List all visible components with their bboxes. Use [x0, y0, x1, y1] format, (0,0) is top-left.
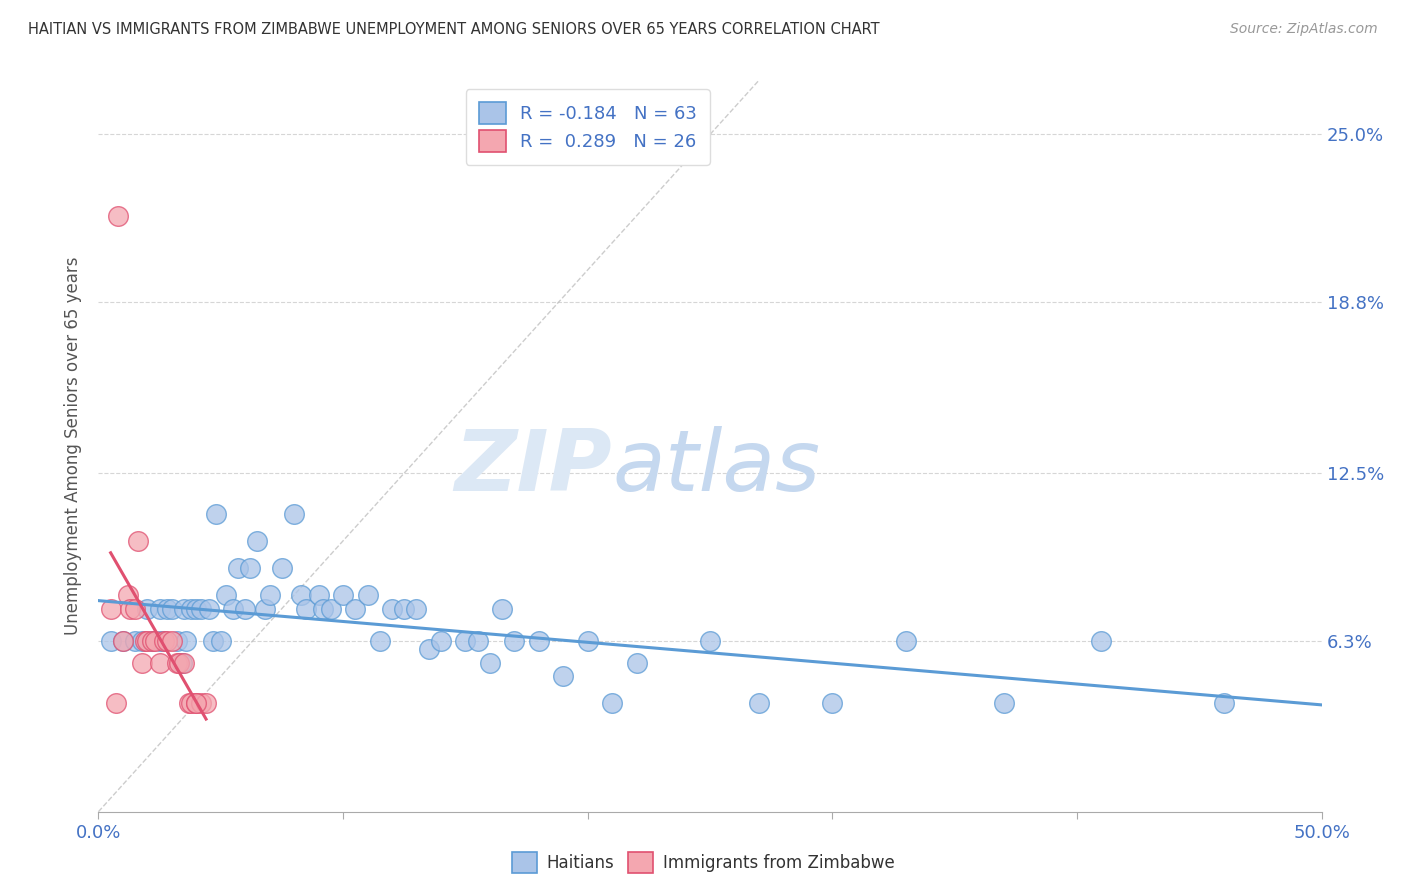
Point — [149, 656, 172, 670]
Point — [527, 634, 550, 648]
Point — [699, 634, 721, 648]
Point — [344, 601, 367, 615]
Point — [180, 601, 202, 615]
Point — [186, 697, 208, 711]
Point — [392, 601, 416, 615]
Point — [1212, 697, 1234, 711]
Point — [153, 634, 176, 648]
Point — [195, 697, 218, 711]
Point — [186, 601, 208, 615]
Point — [141, 634, 163, 648]
Point — [136, 634, 159, 648]
Point — [127, 533, 149, 548]
Point — [104, 697, 127, 711]
Point — [270, 561, 294, 575]
Point — [368, 634, 391, 648]
Point — [160, 601, 183, 615]
Point — [180, 697, 202, 711]
Point — [226, 561, 249, 575]
Point — [141, 634, 163, 648]
Point — [491, 601, 513, 615]
Point — [131, 656, 153, 670]
Legend: R = -0.184   N = 63, R =  0.289   N = 26: R = -0.184 N = 63, R = 0.289 N = 26 — [465, 89, 710, 165]
Point — [222, 601, 245, 615]
Point — [156, 601, 179, 615]
Point — [239, 561, 262, 575]
Point — [308, 588, 330, 602]
Point — [356, 588, 378, 602]
Point — [748, 697, 770, 711]
Point — [246, 533, 269, 548]
Point — [170, 656, 193, 670]
Point — [553, 669, 575, 683]
Point — [166, 634, 188, 648]
Point — [821, 697, 844, 711]
Text: HAITIAN VS IMMIGRANTS FROM ZIMBABWE UNEMPLOYMENT AMONG SENIORS OVER 65 YEARS COR: HAITIAN VS IMMIGRANTS FROM ZIMBABWE UNEM… — [28, 22, 880, 37]
Point — [166, 656, 188, 670]
Point — [176, 634, 198, 648]
Point — [177, 697, 200, 711]
Point — [136, 601, 159, 615]
Point — [143, 634, 166, 648]
Point — [131, 634, 153, 648]
Point — [233, 601, 256, 615]
Point — [167, 656, 190, 670]
Point — [202, 634, 225, 648]
Point — [156, 634, 179, 648]
Point — [576, 634, 599, 648]
Point — [418, 642, 440, 657]
Point — [214, 588, 236, 602]
Point — [600, 697, 623, 711]
Point — [111, 634, 134, 648]
Point — [197, 601, 219, 615]
Point — [153, 634, 176, 648]
Text: atlas: atlas — [612, 426, 820, 509]
Point — [100, 634, 122, 648]
Point — [405, 601, 427, 615]
Point — [209, 634, 232, 648]
Point — [283, 507, 305, 521]
Point — [259, 588, 281, 602]
Y-axis label: Unemployment Among Seniors over 65 years: Unemployment Among Seniors over 65 years — [65, 257, 83, 635]
Point — [120, 601, 142, 615]
Point — [124, 634, 146, 648]
Point — [190, 697, 212, 711]
Point — [430, 634, 453, 648]
Point — [319, 601, 342, 615]
Point — [160, 634, 183, 648]
Point — [503, 634, 526, 648]
Point — [626, 656, 648, 670]
Point — [295, 601, 318, 615]
Point — [467, 634, 489, 648]
Point — [454, 634, 477, 648]
Point — [134, 634, 156, 648]
Point — [173, 656, 195, 670]
Point — [173, 601, 195, 615]
Point — [186, 697, 208, 711]
Point — [1090, 634, 1112, 648]
Legend: Haitians, Immigrants from Zimbabwe: Haitians, Immigrants from Zimbabwe — [505, 846, 901, 880]
Point — [107, 209, 129, 223]
Point — [124, 601, 146, 615]
Point — [149, 601, 172, 615]
Point — [290, 588, 312, 602]
Point — [332, 588, 354, 602]
Point — [894, 634, 917, 648]
Point — [149, 634, 172, 648]
Point — [253, 601, 276, 615]
Point — [111, 634, 134, 648]
Point — [117, 588, 139, 602]
Point — [993, 697, 1015, 711]
Point — [381, 601, 404, 615]
Point — [312, 601, 335, 615]
Point — [190, 601, 212, 615]
Text: ZIP: ZIP — [454, 426, 612, 509]
Point — [100, 601, 122, 615]
Point — [205, 507, 228, 521]
Point — [478, 656, 501, 670]
Text: Source: ZipAtlas.com: Source: ZipAtlas.com — [1230, 22, 1378, 37]
